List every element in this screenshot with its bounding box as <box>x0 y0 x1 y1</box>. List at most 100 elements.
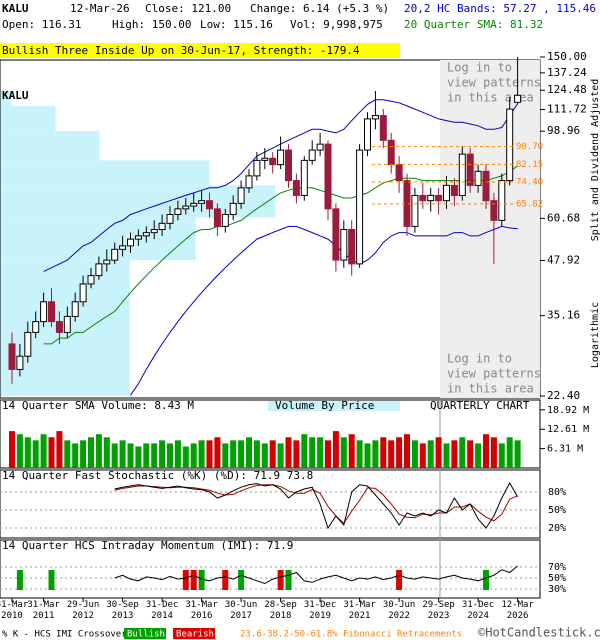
volume: Vol: 9,998,975 <box>290 18 383 31</box>
candle-body <box>466 153 474 186</box>
sma-line <box>43 165 518 345</box>
volume-tick-label: 12.61 M <box>547 424 589 435</box>
candle-body <box>87 275 95 285</box>
side-label: Logarithmic <box>590 302 600 368</box>
candle-body <box>79 283 87 303</box>
y-tick-label: 137.24 <box>547 66 587 79</box>
footer-fibonacci: 23.6-38.2-50-61.8% Fibonacci Retracement… <box>240 630 462 640</box>
candle-body <box>427 194 435 202</box>
volume-bar <box>230 440 237 468</box>
volume-bar <box>80 440 87 468</box>
volume-bar <box>238 440 245 468</box>
y-tick-label: 98.96 <box>547 124 580 137</box>
volume-bar <box>332 431 339 468</box>
candle-body <box>371 115 379 120</box>
candle-body <box>182 205 190 210</box>
login-text: Log in to <box>447 61 512 75</box>
candle-body <box>395 164 403 182</box>
volume-bar <box>340 437 347 468</box>
volume-bar <box>16 434 23 468</box>
candle-body <box>174 208 182 216</box>
imi-title: 14 Quarter HCS Intraday Momentum (IMI): … <box>2 539 293 552</box>
volume-bar <box>24 437 31 468</box>
candle-body <box>348 228 356 265</box>
candle-body <box>32 321 40 333</box>
candle-body <box>127 238 134 247</box>
login-text: in this area <box>447 382 534 396</box>
volume-bar <box>498 443 505 468</box>
volume-bar <box>135 446 142 468</box>
candle-body <box>63 315 71 333</box>
volume-tick-label: 18.92 M <box>547 405 589 416</box>
volume-bar <box>301 434 308 468</box>
x-tick-label: 31-Mar 2016 <box>185 600 218 621</box>
copyright: ©HotCandlestick.com <box>478 626 600 640</box>
imi-line <box>114 565 518 585</box>
candle-body <box>435 194 443 202</box>
volume-bar <box>40 434 47 468</box>
x-tick-label: 31-Mar 2011 <box>27 600 60 621</box>
volume-bar <box>72 443 79 468</box>
volume-bar <box>56 431 63 468</box>
x-tick-label: 28-Sep 2018 <box>264 600 297 621</box>
x-tick-label: 29-Sep 2023 <box>422 600 455 621</box>
candle-body <box>364 118 371 151</box>
candle-body <box>48 301 55 323</box>
imi-tick-label: 50% <box>548 573 566 584</box>
candle-body <box>221 214 229 227</box>
candle-body <box>474 170 482 186</box>
stochastic-panel <box>0 469 541 539</box>
candle-body <box>332 208 340 261</box>
x-tick-label: 31-Dec 2014 <box>145 600 179 621</box>
stochastic-tick-label: 80% <box>548 487 566 498</box>
imi-panel <box>0 539 541 599</box>
candle-body <box>206 200 213 210</box>
bearish-crossover <box>190 570 197 590</box>
x-tick-label: 31-Dec 2024 <box>461 600 495 621</box>
volume-bar <box>372 440 379 468</box>
high: High: 150.00 <box>112 18 191 31</box>
candle-body <box>277 149 285 166</box>
y-tick-label: 35.16 <box>547 309 580 322</box>
candle-body <box>411 194 419 227</box>
volume-bar <box>119 440 126 468</box>
candle-body <box>253 159 261 177</box>
volume-bar <box>167 443 173 468</box>
candle-body <box>356 149 364 265</box>
y-tick-label: 60.68 <box>547 211 580 224</box>
candle-body <box>450 184 458 196</box>
volume-title: 14 Quarter SMA Volume: 8.43 M <box>2 399 194 412</box>
volume-bar <box>277 443 284 468</box>
imi-tick-label: 30% <box>548 584 566 595</box>
volume-bar <box>214 437 221 468</box>
candle-body <box>458 153 466 196</box>
candle-body <box>292 180 300 196</box>
stochastic-title: 14 Quarter Fast Stochastic (%K) (%D): 71… <box>2 469 313 482</box>
volume-bar <box>506 437 513 468</box>
banner: Bullish Three Inside Up on 30-Jun-17, St… <box>2 44 360 57</box>
y-tick-label: 150.00 <box>547 50 587 63</box>
bearish-bg <box>173 628 215 639</box>
candle-body <box>40 301 48 323</box>
candle-body <box>158 222 166 230</box>
candle-body <box>419 194 427 202</box>
y-tick-label: 22.40 <box>547 389 580 402</box>
candle-body <box>119 245 127 250</box>
footer-crossover: % K - HCS IMI Crossover, <box>2 630 132 640</box>
volume-bar <box>285 437 292 468</box>
bullish-crossover <box>483 570 489 590</box>
candle-body <box>16 355 24 370</box>
stochastic-tick-label: 20% <box>548 523 566 534</box>
sma-label: 20 Quarter SMA: 81.32 <box>404 18 543 31</box>
banner-bg <box>0 43 400 58</box>
candle-body <box>261 157 269 161</box>
x-tick-label: 30-Jun 2022 <box>382 600 416 621</box>
volume-bar <box>380 437 387 468</box>
volume-by-price-bar <box>0 131 100 161</box>
candle-body <box>103 259 111 265</box>
candle-body <box>245 175 253 189</box>
volume-bar <box>198 440 205 468</box>
candle-body <box>134 235 142 240</box>
